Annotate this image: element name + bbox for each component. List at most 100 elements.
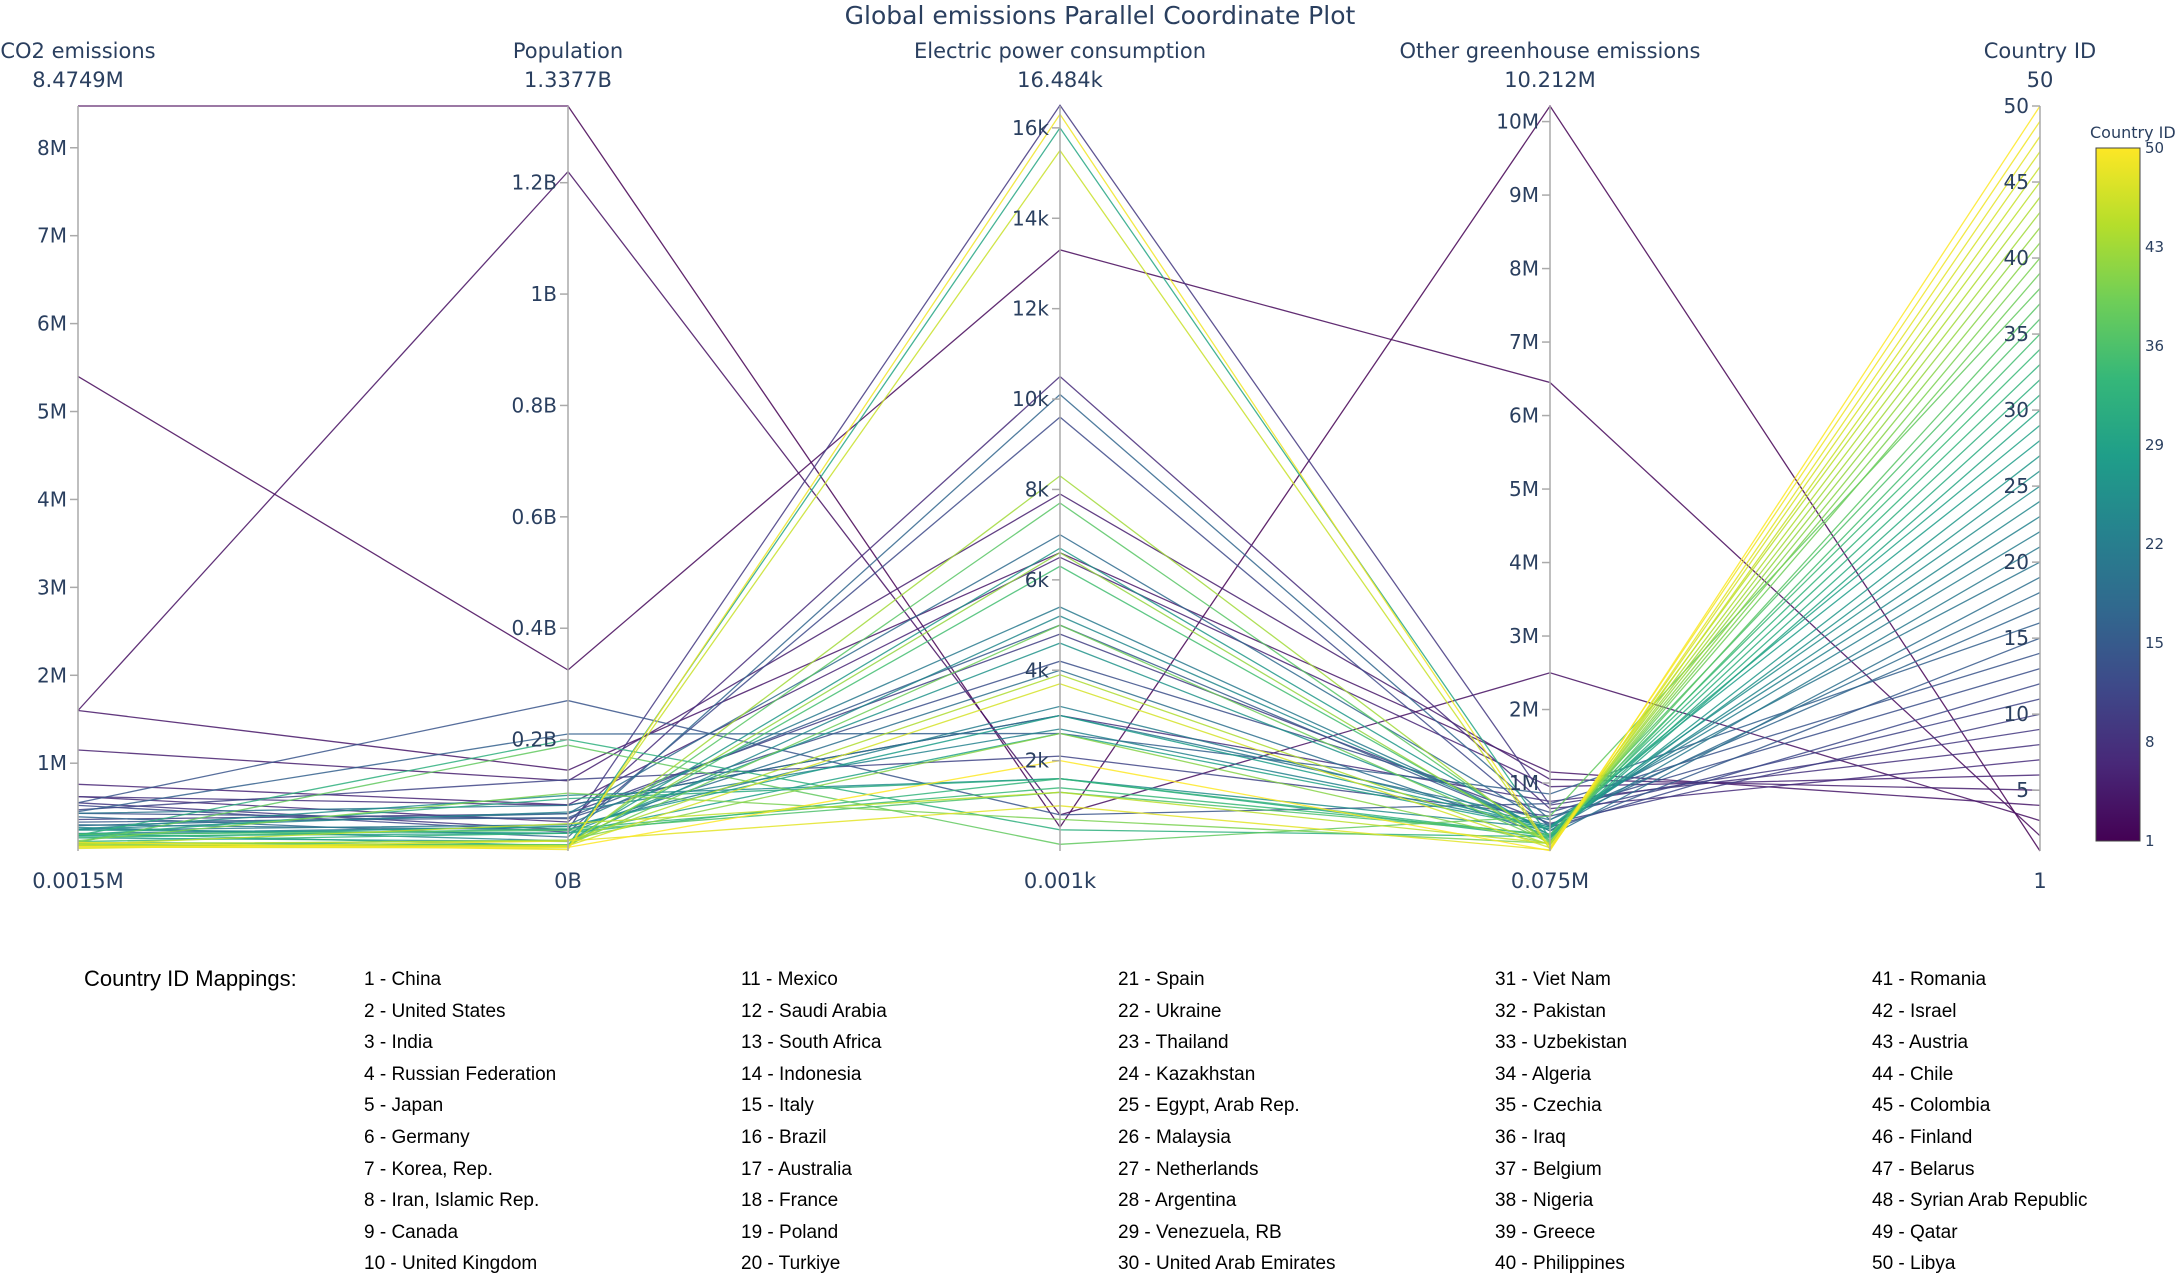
tick-label: 8k [1025,477,1050,501]
mapping-item: 23 - Thailand [1118,1032,1229,1054]
tick-label: 0.6B [511,505,557,529]
mapping-item: 4 - Russian Federation [364,1063,557,1085]
mapping-item: 10 - United Kingdom [364,1253,538,1275]
mapping-item: 48 - Syrian Arab Republic [1872,1190,2088,1212]
axis-2[interactable]: Population 1.3377B 0B 0.2B 0.4B 0.6B 0.8B 1B 1.2… [511,39,623,893]
mapping-item: 41 - Romania [1872,969,1987,990]
colorbar-tick-label: 50 [2145,139,2164,157]
tick-label: 35 [2004,322,2029,346]
colorbar-tick-label: 15 [2145,634,2164,652]
record-line-49 [77,113,2041,851]
mapping-item: 15 - Italy [741,1095,814,1117]
mapping-column: 11 - Mexico 12 - Saudi Arabia 13 - South A… [741,964,1101,1280]
mapping-item: 37 - Belgium [1495,1158,1602,1180]
tick-label: 50 [2004,94,2029,118]
record-line-4 [77,551,2041,807]
tick-label: 1M [1509,771,1539,795]
record-line-13 [77,660,2041,820]
record-line-46 [77,149,2041,851]
tick-label: 8M [37,136,67,160]
mapping-column: 1 - China 2 - United States 3 - India 4 - R… [364,964,724,1280]
mapping-item: 47 - Belarus [1872,1158,1975,1180]
tick-label: 45 [2004,170,2029,194]
tick-label: 4M [37,487,67,511]
tick-label: 8M [1509,257,1539,281]
mapping-item: 27 - Netherlands [1118,1158,1259,1180]
mapping-item: 14 - Indonesia [741,1063,862,1085]
parallel-coordinates-chart: Global emissions Parallel Coordinate Plo… [0,1,2176,893]
tick-label: 20 [2004,550,2029,574]
tick-label: 1B [531,282,557,306]
mapping-item: 7 - Korea, Rep. [364,1158,493,1180]
mapping-item: 35 - Czechia [1495,1095,1602,1117]
tick-label: 30 [2004,398,2029,422]
mapping-item: 34 - Algeria [1495,1063,1592,1085]
record-line-15 [77,624,2041,832]
mapping-item: 40 - Philippines [1495,1253,1625,1275]
mapping-item: 3 - India [364,1032,433,1054]
colorbar-tick-label: 43 [2145,238,2164,256]
mapping-item: 9 - Canada [364,1221,459,1243]
axis-1[interactable]: CO2 emissions 8.4749M 0.0015M 1M 2M 3M 4M 5M 6M 7… [0,39,155,893]
mapping-item: 11 - Mexico [741,969,838,990]
axis-max-label: 50 [2027,68,2054,92]
tick-label: 1.2B [511,171,557,195]
mapping-item: 31 - Viet Nam [1495,969,1611,990]
tick-label: 2M [1509,698,1539,722]
tick-label: 10M [1496,110,1539,134]
tick-label: 6M [37,312,67,336]
country-mappings: 1 - China 2 - United States 3 - India 4 - R… [364,964,2154,1274]
mapping-item: 19 - Poland [741,1221,839,1243]
tick-label: 12k [1012,297,1049,321]
mappings-title: Country ID Mappings: [84,966,297,991]
mapping-item: 30 - United Arab Emirates [1118,1253,1336,1275]
axis-name: Population [513,39,623,63]
axis-min-label: 0B [554,869,582,893]
record-line-20 [77,561,2041,821]
colorbar-ticks: 1 8 15 22 29 36 43 50 [2145,139,2164,850]
tick-label: 10k [1012,387,1049,411]
record-line-37 [77,303,2041,846]
axis-3[interactable]: Electric power consumption 16.484k 0.001k 2… [914,39,1206,893]
axis-name: Electric power consumption [914,39,1206,63]
mapping-item: 39 - Greece [1495,1221,1596,1243]
tick-label: 9M [1509,183,1539,207]
record-line-30 [77,126,2041,847]
tick-label: 5M [1509,477,1539,501]
record-line-43 [77,212,2041,847]
axis-max-label: 10.212M [1504,68,1596,92]
tick-label: 6k [1025,568,1050,592]
colorbar-tick-label: 1 [2145,832,2155,850]
mapping-item: 32 - Pakistan [1495,1000,1606,1022]
tick-label: 16k [1012,116,1049,140]
tick-label: 0.4B [511,616,557,640]
mapping-item: 43 - Austria [1872,1032,1969,1054]
axis-4[interactable]: Other greenhouse emissions 10.212M 0.075M 1… [1400,39,1701,893]
colorbar-title: Country ID [2090,123,2176,142]
mapping-item: 20 - Turkiye [741,1253,841,1275]
mapping-item: 12 - Saudi Arabia [741,1000,887,1022]
mapping-item: 13 - South Africa [741,1032,882,1054]
record-line-12 [77,416,2041,833]
axis-name: Other greenhouse emissions [1400,39,1701,63]
mapping-item: 24 - Kazakhstan [1118,1063,1256,1085]
tick-label: 2M [37,663,67,687]
colorbar: Country ID 1 8 15 22 29 36 43 50 [2090,123,2176,850]
axis-name: Country ID [1984,39,2096,63]
polyline-layer [77,104,2041,852]
tick-label: 25 [2004,474,2029,498]
mapping-item: 45 - Colombia [1872,1095,1991,1117]
tick-label: 40 [2004,246,2029,270]
mapping-item: 28 - Argentina [1118,1190,1237,1212]
tick-label: 4k [1025,658,1050,682]
axis-max-label: 1.3377B [524,68,612,92]
tick-label: 4M [1509,551,1539,575]
tick-label: 1M [37,751,67,775]
record-line-39 [77,272,2041,847]
axis-min-label: 0.001k [1024,869,1097,893]
mapping-item: 1 - China [364,969,442,990]
tick-label: 3M [1509,624,1539,648]
colorbar-tick-label: 36 [2145,337,2164,355]
axis-max-label: 16.484k [1017,68,1103,92]
